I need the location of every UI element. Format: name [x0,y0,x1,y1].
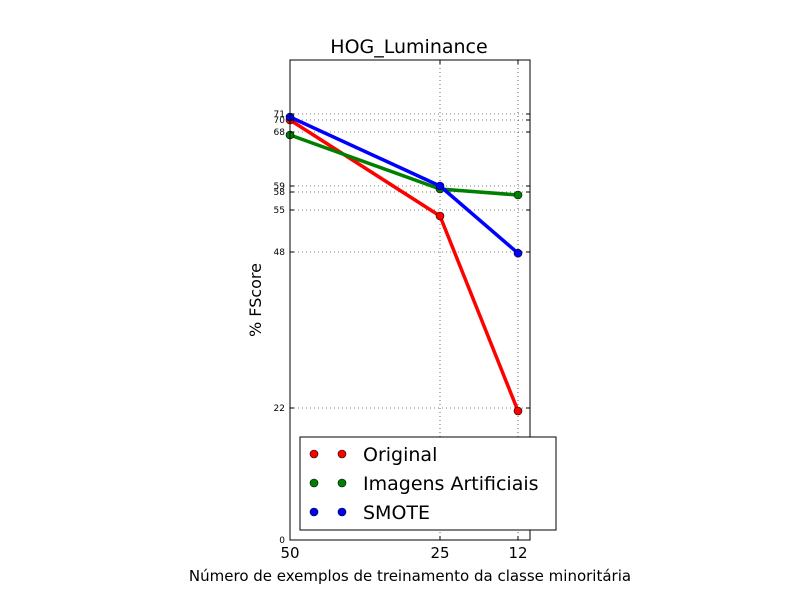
chart-title: HOG_Luminance [330,36,487,58]
legend-marker-smote [309,507,319,517]
data-point-original [435,211,445,221]
y-tick-label: 59 [274,182,286,192]
y-tick-label: 58 [274,188,286,198]
legend-marker-original [337,449,347,459]
data-point-smote [435,181,445,191]
legend-label-original: Original [363,444,437,466]
legend-label-imagens-artificiais: Imagens Artificiais [363,473,539,495]
y-tick-label: 0 [279,536,285,546]
data-point-original [513,406,523,416]
legend-marker-imagens-artificiais [337,478,347,488]
data-point-smote [513,248,523,258]
legend-marker-imagens-artificiais [309,478,319,488]
legend: Original Imagens Artificiais SMOTE [299,436,557,531]
y-axis-label: % FScore [246,263,265,337]
legend-label-smote: SMOTE [363,502,430,524]
series-lines [285,112,523,416]
y-tick-label: 71 [274,110,285,120]
legend-marker-smote [337,507,347,517]
legend-marker-original [309,449,319,459]
y-tick-label: 68 [274,128,286,138]
series-line-original [289,118,520,412]
series-line-imagens-artificiais [289,133,519,197]
series-line-smote [289,115,520,255]
y-tick-label: 22 [274,404,285,414]
data-point-imagens-artificiais [513,190,523,200]
plot-frame [289,59,531,541]
y-tick-label: 48 [274,248,286,258]
x-tick-label: 50 [280,544,299,562]
x-tick-label: 25 [430,544,449,562]
x-tick-label: 12 [508,544,527,562]
y-tick-label: 55 [274,206,285,216]
x-axis: 50 25 12 [280,60,528,562]
y-tick-label: 70 [274,116,286,126]
x-axis-label: Número de exemplos de treinamento da cla… [189,567,631,585]
